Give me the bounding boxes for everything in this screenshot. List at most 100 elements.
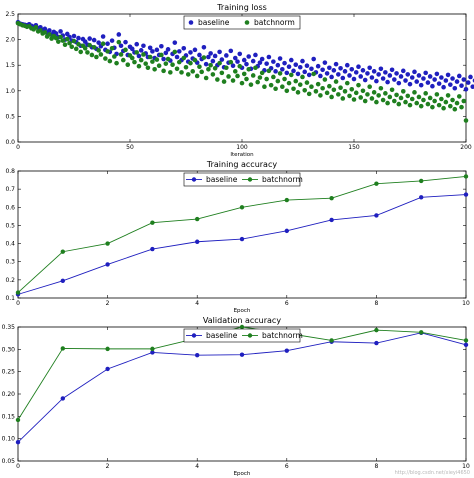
data-point: [441, 84, 446, 90]
data-point: [311, 56, 316, 62]
data-point: [100, 41, 106, 46]
data-point: [421, 76, 426, 81]
data-point: [284, 88, 290, 94]
data-point: [394, 92, 399, 98]
data-point: [432, 77, 437, 82]
data-point: [389, 67, 395, 73]
data-point: [118, 43, 124, 49]
data-point: [114, 60, 119, 66]
data-point: [109, 38, 115, 43]
data-point: [288, 72, 294, 78]
data-point: [463, 192, 469, 197]
data-point: [56, 39, 61, 44]
data-point: [329, 94, 334, 100]
data-point: [459, 83, 464, 88]
data-point: [450, 76, 455, 81]
data-point: [197, 64, 202, 70]
data-point: [105, 241, 110, 246]
data-point: [58, 29, 63, 34]
legend-label: baseline: [206, 331, 238, 340]
data-point: [284, 348, 289, 353]
data-point: [414, 100, 420, 106]
data-point: [239, 236, 245, 242]
data-point: [418, 103, 424, 109]
data-point: [445, 72, 451, 78]
data-point: [248, 82, 254, 87]
data-point: [268, 82, 274, 88]
data-point: [277, 56, 283, 61]
data-point: [282, 60, 287, 66]
data-point: [78, 49, 84, 55]
data-point: [318, 73, 323, 79]
data-point: [324, 90, 330, 96]
data-point: [87, 36, 92, 41]
x-tick-label: 4: [195, 463, 199, 470]
data-point: [349, 66, 355, 72]
data-point: [405, 72, 411, 77]
data-point: [378, 85, 384, 91]
data-point: [154, 47, 160, 53]
data-point: [71, 33, 77, 39]
data-point: [159, 43, 164, 49]
data-point: [407, 81, 413, 87]
data-point: [47, 32, 52, 37]
legend: baseline batchnorm: [183, 328, 303, 343]
data-point: [232, 69, 238, 74]
legend-marker: [188, 20, 194, 25]
data-point: [239, 352, 245, 357]
series-baseline: [15, 192, 469, 297]
y-tick-label: 0.05: [2, 458, 16, 465]
data-point: [439, 96, 444, 102]
data-point: [271, 59, 276, 64]
data-point: [367, 65, 372, 71]
data-point: [118, 52, 124, 57]
data-point: [203, 75, 209, 81]
data-point: [351, 97, 357, 102]
data-point: [33, 25, 39, 30]
data-point: [241, 57, 247, 63]
data-point: [327, 83, 332, 89]
data-point: [96, 48, 101, 53]
y-tick-label: 0.10: [2, 436, 16, 443]
data-point: [232, 55, 238, 61]
data-point: [445, 93, 451, 98]
data-point: [434, 92, 440, 97]
data-point: [206, 54, 211, 60]
data-point: [237, 63, 243, 69]
data-point: [239, 205, 245, 210]
data-point: [85, 50, 90, 55]
data-point: [275, 62, 281, 68]
data-point: [412, 90, 417, 95]
data-point: [369, 96, 375, 101]
y-tick-label: 1.5: [5, 62, 15, 69]
data-point: [293, 62, 299, 67]
data-point: [461, 77, 467, 82]
data-point: [136, 63, 142, 69]
data-point: [374, 99, 379, 105]
data-point: [226, 74, 231, 79]
data-point: [358, 74, 364, 79]
data-point: [297, 82, 303, 87]
y-tick-label: 0.1: [5, 295, 15, 302]
data-point: [107, 58, 113, 64]
y-tick-label: 0.5: [5, 113, 15, 120]
legend-marker: [247, 177, 253, 182]
data-point: [163, 61, 169, 66]
series-batchnorm: [15, 20, 469, 123]
y-tick-label: 0.0: [5, 139, 15, 146]
data-point: [311, 71, 316, 77]
data-point: [150, 346, 155, 352]
data-point: [329, 74, 334, 80]
y-tick-label: 0.35: [2, 324, 16, 331]
data-point: [333, 61, 339, 67]
data-point: [371, 90, 377, 95]
data-point: [208, 62, 213, 68]
data-point: [60, 249, 65, 254]
x-axis-label: Epoch: [234, 471, 251, 477]
data-point: [105, 49, 110, 54]
data-point: [264, 61, 269, 66]
data-point: [134, 50, 140, 55]
x-tick-label: 200: [460, 144, 472, 151]
y-tick-label: 0.25: [2, 369, 16, 376]
data-point: [309, 84, 314, 90]
